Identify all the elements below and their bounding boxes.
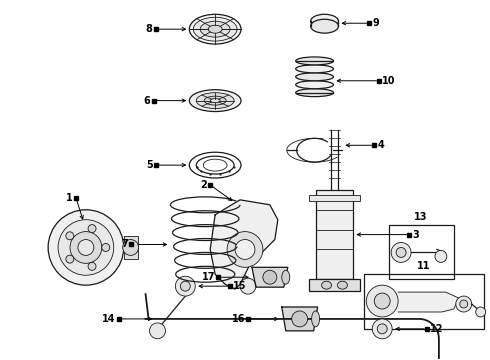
- Circle shape: [292, 311, 308, 327]
- Ellipse shape: [321, 281, 332, 289]
- Circle shape: [78, 239, 94, 255]
- Text: 3: 3: [412, 230, 419, 239]
- Ellipse shape: [204, 96, 226, 105]
- Bar: [389, 225, 454, 279]
- Bar: [316, 190, 353, 279]
- Circle shape: [374, 293, 390, 309]
- Text: 8: 8: [146, 24, 152, 34]
- Circle shape: [227, 231, 263, 267]
- Polygon shape: [210, 200, 278, 289]
- Ellipse shape: [208, 25, 222, 33]
- Ellipse shape: [196, 93, 234, 109]
- Text: 4: 4: [377, 140, 384, 150]
- Ellipse shape: [338, 281, 347, 289]
- Text: 9: 9: [372, 18, 379, 28]
- Ellipse shape: [189, 14, 241, 44]
- Circle shape: [377, 324, 387, 334]
- Circle shape: [48, 210, 123, 285]
- Text: 6: 6: [144, 96, 150, 105]
- Circle shape: [180, 281, 190, 291]
- Circle shape: [263, 270, 277, 284]
- Circle shape: [476, 307, 486, 317]
- Text: 2: 2: [200, 180, 207, 190]
- Circle shape: [435, 251, 447, 262]
- Circle shape: [66, 255, 74, 263]
- Text: 5: 5: [146, 160, 152, 170]
- Circle shape: [367, 285, 398, 317]
- Circle shape: [175, 276, 196, 296]
- Text: 1: 1: [66, 193, 73, 203]
- Circle shape: [240, 278, 256, 294]
- Circle shape: [235, 239, 255, 260]
- Text: 12: 12: [430, 324, 443, 334]
- Ellipse shape: [311, 14, 339, 28]
- Polygon shape: [398, 292, 459, 312]
- Circle shape: [70, 231, 102, 264]
- Ellipse shape: [189, 90, 241, 112]
- Text: 17: 17: [202, 272, 215, 282]
- Text: 14: 14: [102, 314, 116, 324]
- Circle shape: [149, 323, 166, 339]
- Ellipse shape: [295, 65, 334, 73]
- Circle shape: [396, 247, 406, 257]
- Text: 7: 7: [121, 239, 128, 249]
- Polygon shape: [252, 267, 288, 287]
- Circle shape: [372, 319, 392, 339]
- Circle shape: [102, 243, 110, 251]
- Circle shape: [88, 262, 96, 270]
- Ellipse shape: [210, 99, 220, 103]
- Text: 13: 13: [414, 212, 428, 222]
- Circle shape: [66, 232, 74, 240]
- Ellipse shape: [312, 311, 319, 327]
- Text: 10: 10: [382, 76, 396, 86]
- Circle shape: [460, 300, 468, 308]
- Bar: [309, 195, 360, 201]
- Ellipse shape: [295, 81, 334, 89]
- Ellipse shape: [311, 19, 339, 33]
- Circle shape: [391, 243, 411, 262]
- Ellipse shape: [282, 270, 290, 284]
- Circle shape: [88, 225, 96, 233]
- Bar: [123, 235, 138, 260]
- Bar: [365, 274, 484, 329]
- Ellipse shape: [193, 17, 237, 41]
- Circle shape: [58, 220, 114, 275]
- Polygon shape: [282, 307, 318, 331]
- Bar: [309, 279, 360, 291]
- Ellipse shape: [295, 73, 334, 81]
- Circle shape: [122, 239, 139, 255]
- Ellipse shape: [200, 21, 230, 37]
- Text: 15: 15: [233, 281, 246, 291]
- Text: 16: 16: [231, 314, 245, 324]
- Circle shape: [456, 296, 472, 312]
- Ellipse shape: [295, 57, 334, 65]
- Ellipse shape: [295, 89, 334, 96]
- Text: 11: 11: [417, 261, 431, 271]
